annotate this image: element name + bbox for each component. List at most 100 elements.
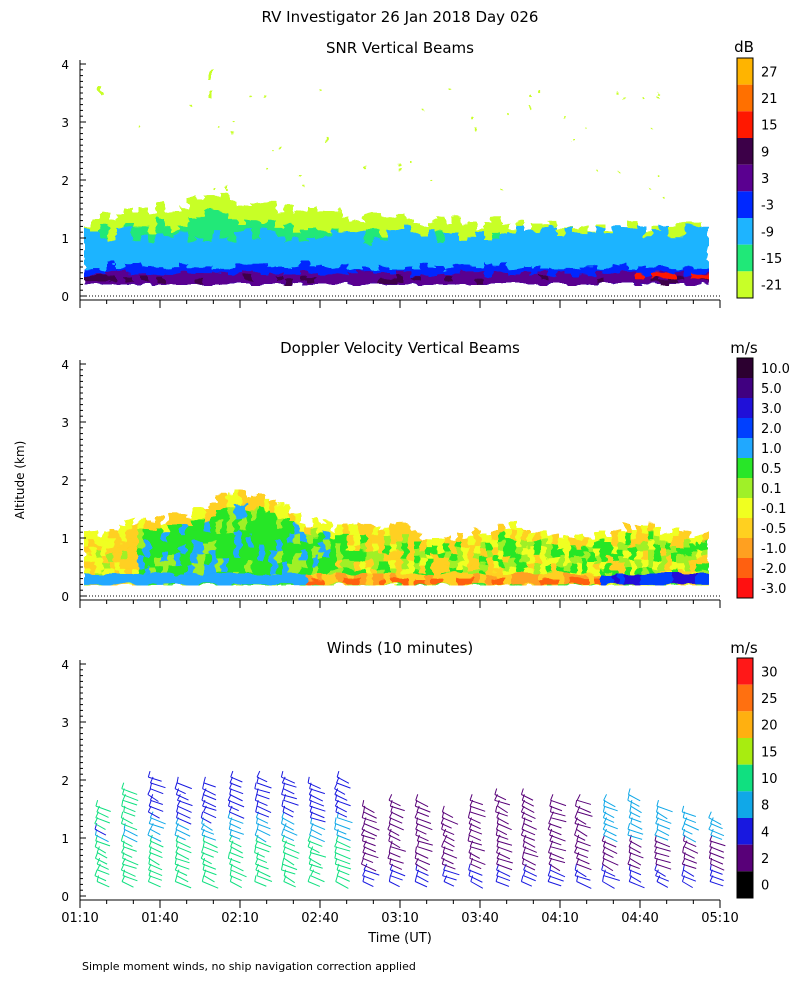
- wind-barb: [441, 857, 454, 865]
- doppler-cell: [366, 567, 373, 577]
- doppler-cell: [696, 542, 703, 551]
- doppler-cell: [132, 573, 139, 585]
- doppler-cell: [384, 560, 391, 570]
- panel1-title: SNR Vertical Beams: [326, 39, 474, 57]
- snr-strong-cell: [668, 272, 676, 279]
- snr-speckle: [623, 99, 626, 102]
- doppler-cell: [366, 549, 373, 560]
- wind-barb-shaft: [467, 811, 471, 818]
- wind-barb: [388, 840, 401, 849]
- wind-barb: [256, 875, 273, 882]
- doppler-cell: [534, 554, 541, 563]
- wind-barb: [363, 869, 380, 876]
- snr-column: [196, 237, 205, 285]
- wind-barb: [310, 823, 326, 831]
- doppler-cell: [372, 533, 379, 544]
- wind-barb: [469, 857, 486, 866]
- wind-barb: [414, 881, 428, 888]
- wind-barb: [176, 875, 189, 883]
- wind-barb: [443, 840, 455, 848]
- wind-barb: [307, 846, 320, 854]
- wind-barb: [521, 805, 535, 814]
- doppler-cell: [702, 547, 709, 557]
- snr-column: [588, 232, 597, 285]
- colorbar-label: 3.0: [761, 402, 782, 417]
- wind-barb: [361, 863, 377, 872]
- doppler-cell: [576, 555, 583, 564]
- wind-barb-shaft: [656, 875, 661, 882]
- snr-column: [484, 263, 493, 285]
- doppler-cell: [120, 558, 127, 569]
- doppler-cell: [330, 568, 337, 578]
- snr-column: [84, 227, 93, 285]
- doppler-cell: [360, 533, 367, 543]
- wind-barb: [603, 805, 618, 812]
- snr-column: [492, 238, 501, 285]
- doppler-cell: [564, 556, 571, 565]
- doppler-cell: [96, 536, 103, 545]
- doppler-cell: [396, 558, 403, 568]
- wind-barb-shaft: [203, 776, 206, 784]
- snr-column: [460, 271, 469, 285]
- wind-barb-shaft: [202, 782, 205, 789]
- wind-barb-shaft: [414, 875, 418, 882]
- wind-barb-shaft: [174, 857, 177, 865]
- wind-barb: [254, 788, 271, 794]
- wind-barb: [548, 875, 564, 882]
- colorbar-label: 21: [761, 92, 778, 107]
- colorbar-swatch: [737, 538, 753, 558]
- doppler-cell: [558, 565, 565, 573]
- doppler-cell: [162, 532, 169, 542]
- wind-barb: [336, 869, 350, 876]
- doppler-cell: [366, 573, 373, 585]
- doppler-cell: [90, 561, 97, 571]
- doppler-cell: [684, 573, 691, 585]
- wind-barb: [230, 846, 243, 854]
- doppler-cell: [198, 507, 205, 520]
- doppler-cell: [684, 538, 691, 548]
- doppler-cell: [234, 516, 241, 532]
- wind-barb: [654, 834, 669, 841]
- wind-barb-shaft: [416, 805, 420, 813]
- snr-column: [508, 275, 517, 285]
- snr-column: [588, 276, 597, 285]
- y-tick-label: 3: [61, 716, 69, 730]
- colorbar-swatch: [737, 658, 753, 685]
- colorbar-swatch: [737, 738, 753, 765]
- y-axis-label: Altitude (km): [13, 441, 27, 520]
- x-tick-label: 05:10: [701, 911, 738, 926]
- wind-barb-shaft: [469, 794, 473, 801]
- doppler-cell: [444, 556, 451, 565]
- doppler-cell: [114, 530, 121, 540]
- doppler-cell: [312, 555, 319, 567]
- doppler-cell: [240, 573, 247, 585]
- wind-barb: [390, 811, 404, 819]
- doppler-cell: [324, 566, 331, 577]
- doppler-cell: [222, 533, 229, 547]
- doppler-cell: [174, 513, 181, 525]
- doppler-cell: [636, 541, 643, 552]
- wind-barb-shaft: [681, 823, 686, 830]
- doppler-cell: [396, 522, 403, 533]
- wind-barb-shaft: [174, 875, 178, 882]
- snr-column: [132, 274, 141, 285]
- wind-barb: [629, 817, 642, 823]
- doppler-cell: [348, 533, 355, 543]
- snr-column: [412, 232, 421, 285]
- wind-barb: [387, 857, 404, 864]
- wind-barb: [363, 846, 377, 853]
- wind-barb: [121, 805, 136, 813]
- doppler-cell: [372, 525, 379, 535]
- wind-barb: [148, 875, 163, 881]
- wind-barb: [336, 776, 350, 784]
- snr-speckle: [662, 195, 665, 198]
- wind-barb: [468, 869, 483, 876]
- doppler-cell: [306, 558, 313, 569]
- colorbar-swatch: [737, 191, 753, 218]
- doppler-cell: [498, 532, 505, 543]
- wind-barb-shaft: [710, 828, 714, 836]
- doppler-cell: [102, 573, 109, 585]
- doppler-cell: [660, 554, 667, 564]
- doppler-cell: [354, 551, 361, 561]
